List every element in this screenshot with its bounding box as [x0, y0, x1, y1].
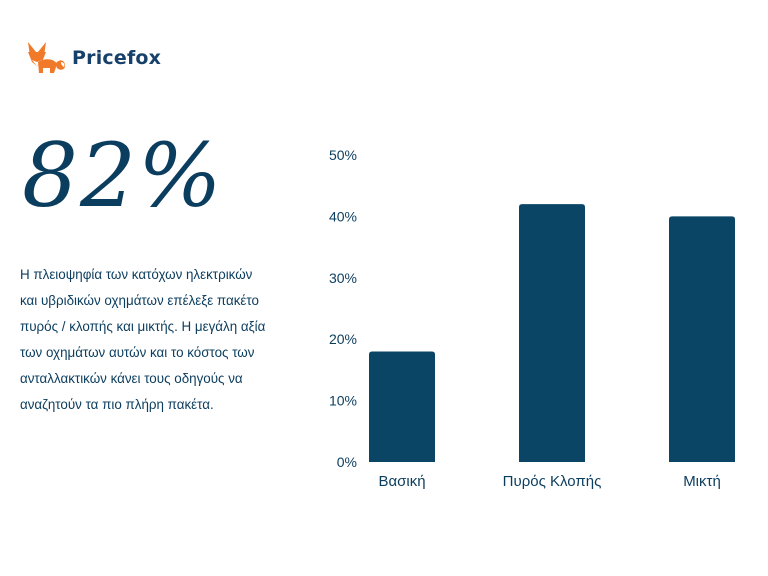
bar: [369, 351, 435, 462]
description-text: Η πλειοψηφία των κατόχων ηλεκτρικών και …: [20, 267, 266, 412]
x-tick-label: Βασική: [378, 473, 425, 490]
brand-logo: Pricefox: [24, 40, 161, 76]
x-tick-label: Πυρός Κλοπής: [503, 473, 602, 490]
bar: [519, 204, 585, 462]
headline-stat: 82%: [22, 124, 224, 227]
y-tick-label: 0%: [337, 454, 357, 470]
y-tick-label: 20%: [329, 331, 357, 347]
bar: [669, 216, 735, 462]
y-tick-label: 50%: [329, 147, 357, 163]
y-tick-label: 30%: [329, 270, 357, 286]
brand-name: Pricefox: [72, 47, 162, 69]
x-tick-label: Μικτή: [683, 473, 721, 490]
y-tick-label: 10%: [329, 393, 357, 409]
y-tick-label: 40%: [329, 208, 357, 224]
fox-icon: [28, 42, 65, 73]
bar-chart: 0% 10% 20% 30% 40% 50% Βασική Πυρός Κλοπής Μικτή: [329, 147, 735, 490]
